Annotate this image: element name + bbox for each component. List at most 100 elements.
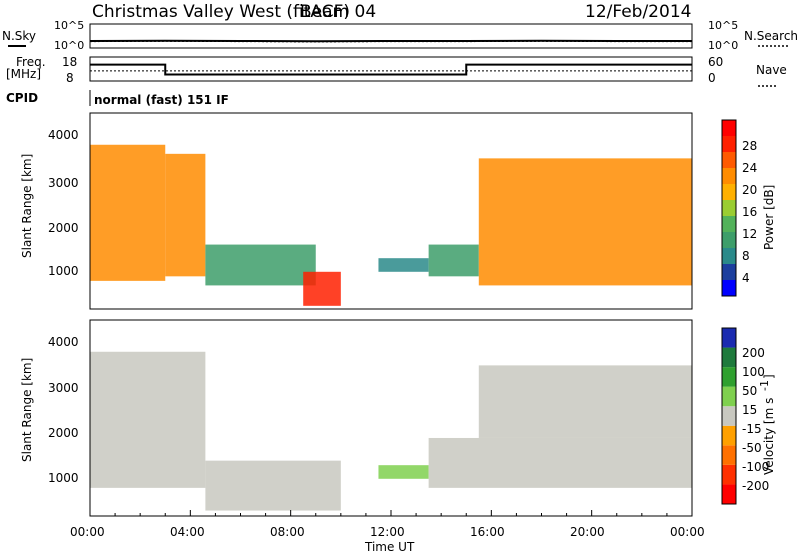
figure-title: Christmas Valley West (fitACF) bbox=[92, 2, 350, 22]
noise-series-nsearch bbox=[89, 40, 692, 43]
velocity-colorbar-ticks: 200 100 50 15 -15 -50 -100 -200 bbox=[742, 346, 769, 493]
power-cbar-swatch-6 bbox=[722, 184, 736, 200]
power-data-region-6 bbox=[478, 158, 692, 286]
xtick-1200: 12:00 bbox=[370, 525, 405, 539]
vel-data-region-2 bbox=[378, 465, 429, 479]
xtick-1600: 16:00 bbox=[470, 525, 505, 539]
power-colorbar-label: Power [dB] bbox=[762, 185, 776, 250]
nsky-label: N.Sky bbox=[2, 29, 36, 43]
vel-cbar-swatch-2 bbox=[722, 445, 736, 465]
velocity-cbar-tick-50: 50 bbox=[742, 384, 757, 398]
power-cbar-tick-8: 8 bbox=[742, 249, 750, 263]
power-ytick-1000: 1000 bbox=[48, 264, 79, 278]
vel-cbar-swatch-1 bbox=[722, 464, 736, 485]
power-cbar-tick-16: 16 bbox=[742, 205, 757, 219]
power-cbar-tick-28: 28 bbox=[742, 139, 757, 153]
velocity-cbar-label-sup: -1 bbox=[758, 380, 771, 391]
freq-panel-frame bbox=[89, 56, 693, 82]
freq-label-line2: [MHz] bbox=[6, 67, 41, 81]
noise-lines bbox=[89, 39, 692, 43]
nave-label: Nave bbox=[756, 63, 787, 77]
power-colorbar-frame bbox=[721, 119, 737, 297]
velocity-cbar-label-main: Velocity [m s bbox=[762, 398, 776, 475]
velocity-cbar-tick-100: 100 bbox=[742, 365, 765, 379]
velocity-colorbar-label: Velocity [m s -1 ] bbox=[758, 374, 776, 475]
vel-cbar-swatch-3 bbox=[722, 425, 736, 446]
power-cbar-swatch-1 bbox=[722, 264, 736, 280]
velocity-ylabel: Slant Range [km] bbox=[20, 358, 34, 462]
velocity-colorbar-frame bbox=[721, 327, 737, 505]
xaxis-label: Time UT bbox=[364, 540, 415, 554]
power-cbar-swatch-3 bbox=[722, 232, 736, 248]
power-cbar-swatch-2 bbox=[722, 248, 736, 264]
xtick-2000: 20:00 bbox=[570, 525, 605, 539]
vel-data-region-0 bbox=[90, 351, 206, 488]
vel-cbar-swatch-0 bbox=[722, 484, 736, 504]
power-data-region-2 bbox=[205, 244, 316, 286]
power-cbar-swatch-4 bbox=[722, 216, 736, 232]
power-yaxis: 4000 3000 2000 1000 bbox=[48, 128, 79, 278]
freq-tick-bottom: 8 bbox=[66, 71, 74, 85]
velocity-colorbar bbox=[722, 328, 736, 504]
velocity-heatmap bbox=[90, 351, 692, 511]
power-cbar-swatch-9 bbox=[722, 136, 736, 152]
power-panel-frame bbox=[89, 112, 693, 310]
power-ytick-2000: 2000 bbox=[48, 221, 79, 235]
power-heatmap bbox=[90, 144, 692, 306]
velocity-cbar-tick-m100: -100 bbox=[742, 460, 769, 474]
power-cbar-tick-20: 20 bbox=[742, 183, 757, 197]
power-cbar-tick-4: 4 bbox=[742, 271, 750, 285]
xtick-0000: 00:00 bbox=[70, 525, 105, 539]
power-ylabel: Slant Range [km] bbox=[20, 154, 34, 258]
power-data-region-1 bbox=[165, 153, 206, 277]
power-ytick-4000: 4000 bbox=[48, 128, 79, 142]
date-label: 12/Feb/2014 bbox=[585, 2, 691, 22]
vel-cbar-swatch-8 bbox=[722, 328, 736, 348]
freq-label-line1: Freq. bbox=[16, 55, 46, 69]
power-cbar-swatch-8 bbox=[722, 152, 736, 168]
power-ytick-3000: 3000 bbox=[48, 176, 79, 190]
nsearch-label: N.Search bbox=[744, 29, 798, 43]
vel-data-region-4 bbox=[478, 365, 692, 438]
freq-tick-top: 18 bbox=[62, 55, 77, 69]
nave-tick-top: 60 bbox=[708, 55, 723, 69]
vel-data-region-1 bbox=[205, 460, 341, 511]
noise-panel-frame bbox=[89, 23, 693, 49]
cpid-label: CPID bbox=[6, 91, 38, 105]
power-cbar-swatch-5 bbox=[722, 200, 736, 216]
velocity-cbar-tick-15: 15 bbox=[742, 403, 757, 417]
xtick-0800: 08:00 bbox=[270, 525, 305, 539]
power-cbar-swatch-10 bbox=[722, 120, 736, 136]
vel-cbar-swatch-4 bbox=[722, 406, 736, 426]
xtick-2400: 00:00 bbox=[670, 525, 705, 539]
time-axis: 00:00 04:00 08:00 12:00 16:00 20:00 00:0… bbox=[70, 525, 705, 539]
noise-tick-right-bottom: 10^0 bbox=[708, 39, 738, 52]
power-cbar-tick-12: 12 bbox=[742, 227, 757, 241]
power-colorbar bbox=[722, 120, 736, 296]
vel-cbar-swatch-6 bbox=[722, 367, 736, 387]
vel-data-region-3 bbox=[428, 437, 692, 488]
noise-tick-left-bottom: 10^0 bbox=[54, 39, 84, 52]
freq-lines bbox=[90, 63, 692, 76]
velocity-yaxis: 4000 3000 2000 1000 bbox=[48, 335, 79, 485]
velocity-cbar-tick-m200: -200 bbox=[742, 479, 769, 493]
cpid-text: normal (fast) 151 IF bbox=[94, 93, 229, 107]
power-cbar-swatch-7 bbox=[722, 168, 736, 184]
time-axis-tickmarks bbox=[89, 510, 693, 516]
velocity-ytick-2000: 2000 bbox=[48, 426, 79, 440]
noise-tick-right-top: 10^5 bbox=[708, 19, 738, 32]
velocity-cbar-tick-m50: -50 bbox=[742, 441, 762, 455]
beam-label: Beam 04 bbox=[300, 2, 376, 22]
power-cbar-tick-24: 24 bbox=[742, 161, 757, 175]
velocity-ytick-1000: 1000 bbox=[48, 471, 79, 485]
xtick-0400: 04:00 bbox=[170, 525, 205, 539]
noise-tick-left-top: 10^5 bbox=[54, 19, 84, 32]
nave-tick-bottom: 0 bbox=[708, 71, 716, 85]
power-colorbar-ticks: 28 24 20 16 12 8 4 bbox=[742, 139, 757, 285]
velocity-ytick-4000: 4000 bbox=[48, 335, 79, 349]
freq-series bbox=[90, 63, 692, 76]
velocity-cbar-tick-200: 200 bbox=[742, 346, 765, 360]
vel-cbar-swatch-7 bbox=[722, 347, 736, 368]
